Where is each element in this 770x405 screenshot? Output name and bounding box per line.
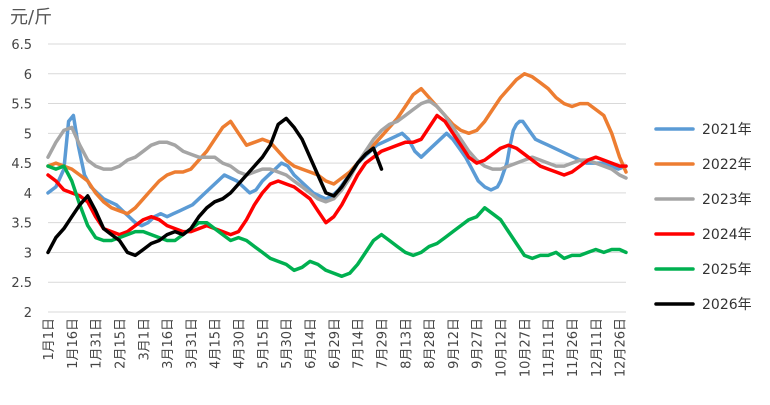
x-tick-label: 7月14日: [352, 318, 367, 369]
legend-label: 2023年: [702, 192, 752, 208]
x-tick-label: 11月11日: [542, 318, 557, 377]
x-tick-label: 3月31日: [185, 318, 200, 369]
x-tick-label: 9月12日: [447, 318, 462, 369]
legend-label: 2024年: [702, 227, 752, 243]
series-lines: [46, 72, 628, 279]
x-tick-label: 6月29日: [328, 318, 343, 369]
x-tick-label: 12月11日: [590, 318, 605, 377]
y-tick-label: 4: [24, 187, 32, 202]
series-line-4: [46, 113, 628, 237]
series-line-6: [46, 116, 384, 258]
y-tick-label: 3: [24, 246, 32, 261]
x-tick-label: 4月15日: [209, 318, 224, 369]
gridlines: [48, 43, 626, 313]
legend-label: 2021年: [702, 122, 752, 138]
x-tick-label: 3月16日: [161, 318, 176, 369]
y-tick-label: 5.5: [11, 98, 32, 113]
x-tick-label: 8月28日: [423, 318, 438, 369]
x-tick-label: 10月12日: [495, 318, 510, 377]
x-axis-ticks: 1月1日 1月16日 1月31日 2月15日 3月1日 3月16日 3月31日 4月15日 4月…: [42, 318, 629, 377]
legend-label: 2026年: [702, 297, 752, 313]
legend: 2021年 2022年 2023年 2024年 2025年 2026年: [654, 122, 752, 313]
x-tick-label: 4月30日: [233, 318, 248, 369]
series-line-5: [46, 164, 628, 279]
x-tick-label: 6月14日: [304, 318, 319, 369]
series-line-2: [46, 72, 628, 216]
y-tick-label: 6: [24, 68, 32, 83]
y-tick-label: 6.5: [11, 38, 32, 53]
x-tick-label: 5月15日: [256, 318, 271, 369]
x-tick-label: 1月16日: [66, 318, 81, 369]
x-tick-label: 11月26日: [566, 318, 581, 377]
x-tick-label: 12月26日: [614, 318, 629, 377]
x-tick-label: 10月27日: [518, 318, 533, 377]
y-tick-label: 2: [24, 306, 32, 321]
x-tick-label: 2月15日: [113, 318, 128, 369]
legend-label: 2025年: [702, 262, 752, 278]
y-axis-unit: 元/斤: [10, 7, 52, 28]
x-tick-label: 1月31日: [90, 318, 105, 369]
series-line-3: [46, 98, 628, 204]
x-tick-label: 7月29日: [375, 318, 390, 369]
x-tick-label: 5月30日: [280, 318, 295, 369]
y-tick-label: 4.5: [11, 157, 32, 172]
y-tick-label: 2.5: [11, 276, 32, 291]
legend-label: 2022年: [702, 157, 752, 173]
x-tick-label: 3月1日: [137, 318, 152, 361]
y-tick-label: 3.5: [11, 217, 32, 232]
x-tick-label: 8月13日: [399, 318, 414, 369]
y-tick-label: 5: [24, 127, 32, 142]
x-tick-label: 9月27日: [471, 318, 486, 369]
x-tick-label: 1月1日: [42, 318, 57, 361]
y-axis-ticks: 6.5 6 5.5 5 4.5 4 3.5 3 2.5 2: [11, 38, 32, 321]
